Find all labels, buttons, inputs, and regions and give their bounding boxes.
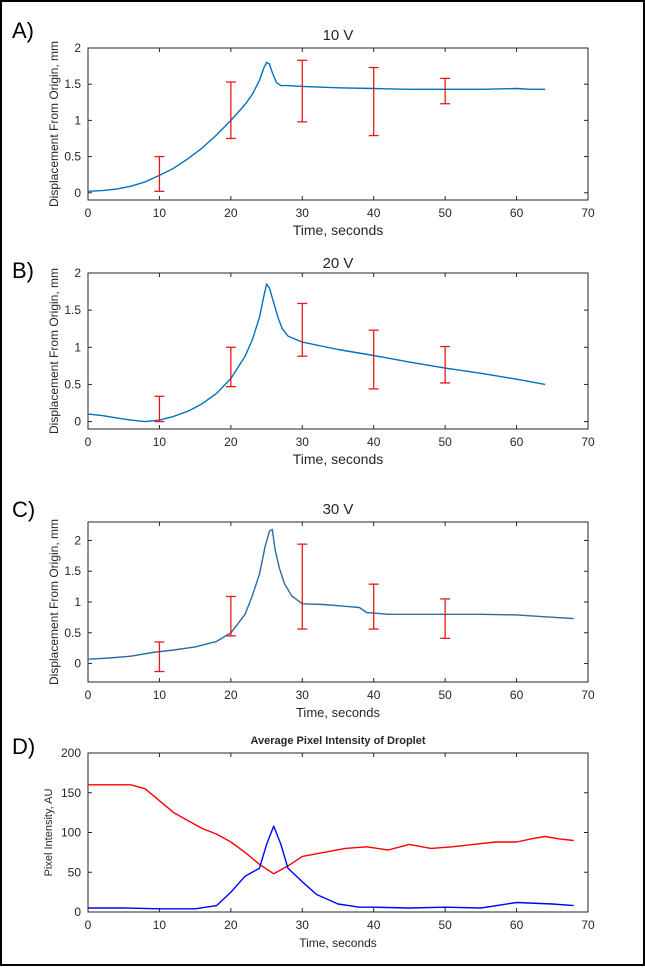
series-line-displacement: [87, 283, 546, 423]
y-tick-label: 1: [74, 113, 81, 127]
error-bar: [440, 345, 451, 384]
y-axis-label: Displacement From Origin, mm: [47, 268, 61, 434]
error-bar: [225, 346, 236, 388]
y-axis-label: Pixel Intensity, AU: [43, 789, 55, 877]
plot-area: [87, 752, 589, 913]
x-tick-label: 60: [510, 918, 524, 932]
error-bar: [225, 595, 236, 637]
x-axis-label: Time, seconds: [299, 936, 377, 950]
x-tick-label: 20: [224, 435, 238, 449]
x-tick-label: 0: [85, 206, 92, 220]
plot-area: [87, 272, 589, 430]
y-tick-label: 1: [74, 595, 81, 609]
x-tick-label: 60: [510, 688, 524, 702]
error-bar: [154, 641, 165, 673]
error-bar: [368, 329, 379, 390]
error-bar: [368, 583, 379, 630]
x-tick-label: 60: [510, 435, 524, 449]
y-tick-label: 2: [74, 266, 81, 280]
x-tick-label: 30: [296, 206, 310, 220]
y-tick-label: 200: [61, 746, 81, 760]
y-tick-label: 1: [74, 340, 81, 354]
y-axis-label: Displacement From Origin, mm: [47, 41, 61, 207]
y-tick-label: 0.5: [64, 377, 81, 391]
x-axis-label: Time, seconds: [293, 451, 384, 467]
y-tick-label: 2: [74, 41, 81, 55]
x-tick-label: 60: [510, 206, 524, 220]
panel-letter: B): [12, 258, 34, 283]
x-tick-label: 50: [438, 688, 452, 702]
plot-area: [87, 47, 589, 201]
x-tick-label: 10: [153, 688, 167, 702]
series-line-displacement: [87, 528, 574, 660]
x-tick-label: 10: [153, 918, 167, 932]
chart-title: 30 V: [323, 501, 354, 518]
y-tick-label: 1.5: [64, 564, 81, 578]
x-axis-label: Time, seconds: [296, 705, 381, 720]
x-tick-label: 70: [581, 435, 595, 449]
x-tick-label: 40: [367, 688, 381, 702]
x-tick-label: 40: [367, 435, 381, 449]
y-tick-label: 1.5: [64, 303, 81, 317]
error-bar: [297, 543, 308, 630]
y-tick-label: 100: [61, 826, 81, 840]
panel-letter: D): [12, 734, 35, 759]
x-tick-label: 30: [296, 918, 310, 932]
chart-title: 10 V: [323, 27, 354, 44]
y-tick-label: 0.5: [64, 626, 81, 640]
chart-panel-2: B) 20 V 0 10 20 30 40 50 60 70 0 0.5 1 1.5 2 Time, seco…: [12, 255, 595, 467]
series-line-displacement: [87, 61, 546, 192]
x-tick-label: 30: [296, 688, 310, 702]
chart-panel-4: D) Average Pixel Intensity of Droplet 0 10 2…: [12, 734, 595, 950]
chart-panel-3: C) 30 V 0 10 20 30 40 50 60 70 0 0.5 1 1.5 2 Time, seco…: [12, 497, 595, 720]
x-tick-label: 40: [367, 918, 381, 932]
chart-title: 20 V: [323, 255, 354, 272]
y-tick-label: 150: [61, 786, 81, 800]
chart-title: Average Pixel Intensity of Droplet: [250, 735, 425, 747]
error-bar: [440, 77, 451, 105]
panel-letter: C): [12, 497, 35, 522]
series-line-red: [88, 784, 574, 875]
error-bar: [225, 81, 236, 140]
y-tick-label: 2: [74, 533, 81, 547]
x-tick-label: 50: [438, 206, 452, 220]
error-bar: [297, 302, 308, 357]
x-tick-label: 50: [438, 435, 452, 449]
y-tick-label: 0: [74, 415, 81, 429]
chart-panel-1: A) 10 V 0 10 20 30 40 50 60 70 0 0.5 1 1.5 2 Time, seco…: [12, 18, 595, 238]
x-tick-label: 50: [438, 918, 452, 932]
y-tick-label: 50: [68, 865, 82, 879]
x-tick-label: 0: [85, 688, 92, 702]
x-tick-label: 40: [367, 206, 381, 220]
x-tick-label: 30: [296, 435, 310, 449]
x-tick-label: 70: [581, 206, 595, 220]
x-axis-label: Time, seconds: [293, 222, 384, 238]
y-axis-label: Displacement From Origin, mm: [47, 519, 61, 685]
x-tick-label: 0: [85, 918, 92, 932]
y-tick-label: 0: [74, 186, 81, 200]
y-tick-label: 1.5: [64, 77, 81, 91]
error-bar: [368, 66, 379, 137]
x-tick-label: 20: [224, 206, 238, 220]
error-bar: [297, 59, 308, 123]
x-tick-label: 10: [153, 435, 167, 449]
plot-area: [87, 521, 589, 683]
x-tick-label: 70: [581, 918, 595, 932]
x-tick-label: 70: [581, 688, 595, 702]
y-tick-label: 0: [74, 905, 81, 919]
series-line-blue: [88, 825, 574, 910]
x-tick-label: 20: [224, 688, 238, 702]
error-bar: [440, 598, 451, 639]
x-tick-label: 10: [153, 206, 167, 220]
y-tick-label: 0: [74, 657, 81, 671]
error-bar: [154, 155, 165, 192]
x-tick-label: 20: [224, 918, 238, 932]
x-tick-label: 0: [85, 435, 92, 449]
y-tick-label: 0.5: [64, 150, 81, 164]
error-bar: [154, 395, 165, 423]
panel-letter: A): [12, 18, 34, 43]
